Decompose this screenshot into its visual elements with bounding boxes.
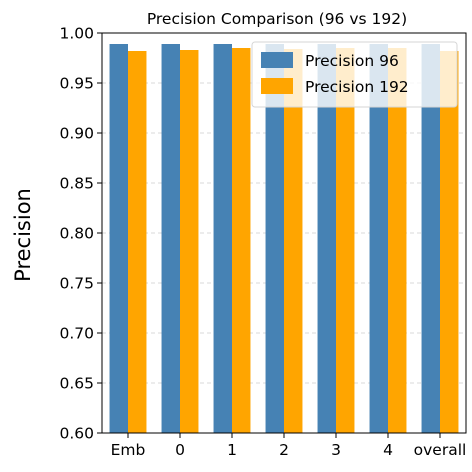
bars	[109, 44, 459, 433]
x-tick-label: 4	[383, 441, 393, 459]
y-tick-label: 0.90	[59, 125, 94, 143]
y-tick-label: 0.65	[59, 375, 94, 393]
x-tick-label: 3	[331, 441, 341, 459]
x-tick-label: 1	[227, 441, 237, 459]
bar-precision-96-overall	[421, 44, 440, 433]
bar-precision-96-4	[369, 44, 388, 433]
y-tick-label: 1.00	[59, 25, 94, 43]
x-tick-label: 0	[175, 441, 185, 459]
y-tick-label: 0.85	[59, 175, 94, 193]
bar-precision-96-1	[213, 44, 232, 433]
bar-precision-192-emb	[128, 51, 147, 433]
y-axis-label: Precision	[11, 188, 35, 282]
x-tick-label: overall	[414, 441, 467, 459]
bar-precision-96-0	[161, 44, 180, 433]
bar-precision-96-emb	[109, 44, 128, 433]
y-tick-label: 0.95	[59, 75, 94, 93]
x-tick-label: Emb	[111, 441, 146, 459]
legend: Precision 96 Precision 192	[251, 41, 458, 108]
bar-precision-96-2	[265, 44, 284, 433]
x-ticks: Emb 0 1 2 3 4 overall	[111, 433, 467, 459]
bar-precision-192-overall	[440, 51, 459, 433]
bar-precision-192-2	[284, 49, 303, 433]
bar-precision-192-0	[180, 50, 199, 433]
y-tick-label: 0.75	[59, 275, 94, 293]
bar-precision-192-3	[336, 48, 355, 433]
y-tick-label: 0.80	[59, 225, 94, 243]
chart-title: Precision Comparison (96 vs 192)	[147, 10, 407, 28]
bar-precision-96-3	[317, 44, 336, 433]
y-tick-label: 0.70	[59, 325, 94, 343]
legend-label: Precision 192	[305, 78, 409, 96]
legend-swatch	[261, 78, 293, 94]
bar-precision-192-1	[232, 48, 251, 433]
legend-box	[251, 41, 458, 108]
legend-label: Precision 96	[305, 52, 399, 70]
legend-swatch	[261, 52, 293, 68]
y-tick-label: 0.60	[59, 425, 94, 443]
bar-precision-192-4	[388, 48, 407, 433]
x-tick-label: 2	[279, 441, 289, 459]
y-ticks: 0.60 0.65 0.70 0.75 0.80 0.85 0.90 0.95 1.00	[59, 25, 102, 443]
